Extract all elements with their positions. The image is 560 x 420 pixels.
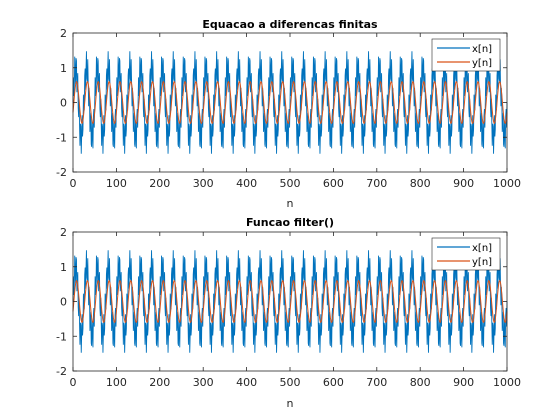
x-tick-label: 200: [149, 177, 170, 190]
y-tick-label: 1: [60, 62, 67, 75]
x-tick-label: 500: [280, 376, 301, 389]
y-tick-label: -1: [56, 131, 67, 144]
x-tick-label: 900: [453, 376, 474, 389]
y-tick-label: -2: [56, 365, 67, 378]
x-tick-label: 600: [323, 376, 344, 389]
y-tick-label: 2: [60, 27, 67, 40]
x-tick-label: 800: [410, 177, 431, 190]
x-tick-label: 1000: [493, 376, 521, 389]
subplot-1-title: Equacao a diferencas finitas: [202, 18, 378, 31]
series-line-y: [72, 279, 508, 324]
legend-label-x: x[n]: [472, 44, 492, 55]
x-tick-label: 700: [366, 376, 387, 389]
y-tick-label: 0: [60, 97, 67, 110]
x-tick-label: 600: [323, 177, 344, 190]
x-tick-label: 700: [366, 177, 387, 190]
y-tick-label: 0: [60, 296, 67, 309]
x-tick-label: 300: [193, 376, 214, 389]
x-tick-label: 400: [236, 376, 257, 389]
legend-box: [431, 38, 501, 72]
y-tick-label: -1: [56, 330, 67, 343]
x-tick-label: 0: [70, 376, 77, 389]
y-tick-label: -2: [56, 166, 67, 179]
y-tick-label: 1: [60, 261, 67, 274]
subplot-2-title: Funcao filter(): [246, 216, 334, 229]
legend-box: [431, 237, 501, 271]
subplot-2: Funcao filter() n: [246, 216, 334, 410]
x-tick-label: 1000: [493, 177, 521, 190]
x-tick-label: 100: [106, 376, 127, 389]
legend-label-y: y[n]: [472, 257, 492, 268]
series-line-x: [72, 250, 508, 353]
subplot-2-axes: 0 100 200 300 400 500 600 700 800 900 1000 -2 -1 0 1 2 x…: [56, 226, 521, 389]
legend-label-x: x[n]: [472, 243, 492, 254]
x-tick-label: 800: [410, 376, 431, 389]
series-line-x: [72, 51, 508, 154]
x-tick-label: 0: [70, 177, 77, 190]
legend-label-y: y[n]: [472, 58, 492, 69]
x-tick-label: 900: [453, 177, 474, 190]
x-tick-label: 200: [149, 376, 170, 389]
y-tick-label: 2: [60, 226, 67, 239]
subplot-2-xlabel: n: [287, 397, 294, 410]
subplot-1: Equacao a diferencas finitas n: [202, 18, 378, 210]
x-tick-label: 500: [280, 177, 301, 190]
legend: x[n] y[n]: [431, 237, 501, 271]
subplot-1-axes: 0 100 200 300 400 500 600 700 800 900 1000 -2 -1 0 1 2 x…: [56, 27, 521, 190]
legend: x[n] y[n]: [431, 38, 501, 72]
x-tick-label: 400: [236, 177, 257, 190]
x-tick-label: 300: [193, 177, 214, 190]
series-line-y: [72, 80, 508, 125]
subplot-1-xlabel: n: [287, 197, 294, 210]
x-tick-label: 100: [106, 177, 127, 190]
